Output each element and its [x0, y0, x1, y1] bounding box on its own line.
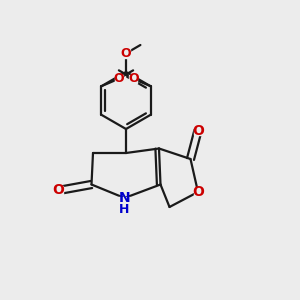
Bar [194, 188, 202, 196]
Bar [54, 186, 63, 195]
Bar [129, 74, 137, 83]
Text: O: O [192, 124, 204, 137]
Text: N: N [119, 191, 130, 205]
Bar [118, 197, 130, 211]
Bar [122, 49, 130, 58]
Text: O: O [52, 184, 64, 197]
Text: O: O [192, 185, 204, 199]
Bar [115, 74, 123, 83]
Text: O: O [121, 47, 131, 60]
Text: H: H [119, 203, 130, 216]
Bar [194, 126, 202, 135]
Text: O: O [128, 72, 139, 85]
Text: O: O [113, 72, 124, 85]
